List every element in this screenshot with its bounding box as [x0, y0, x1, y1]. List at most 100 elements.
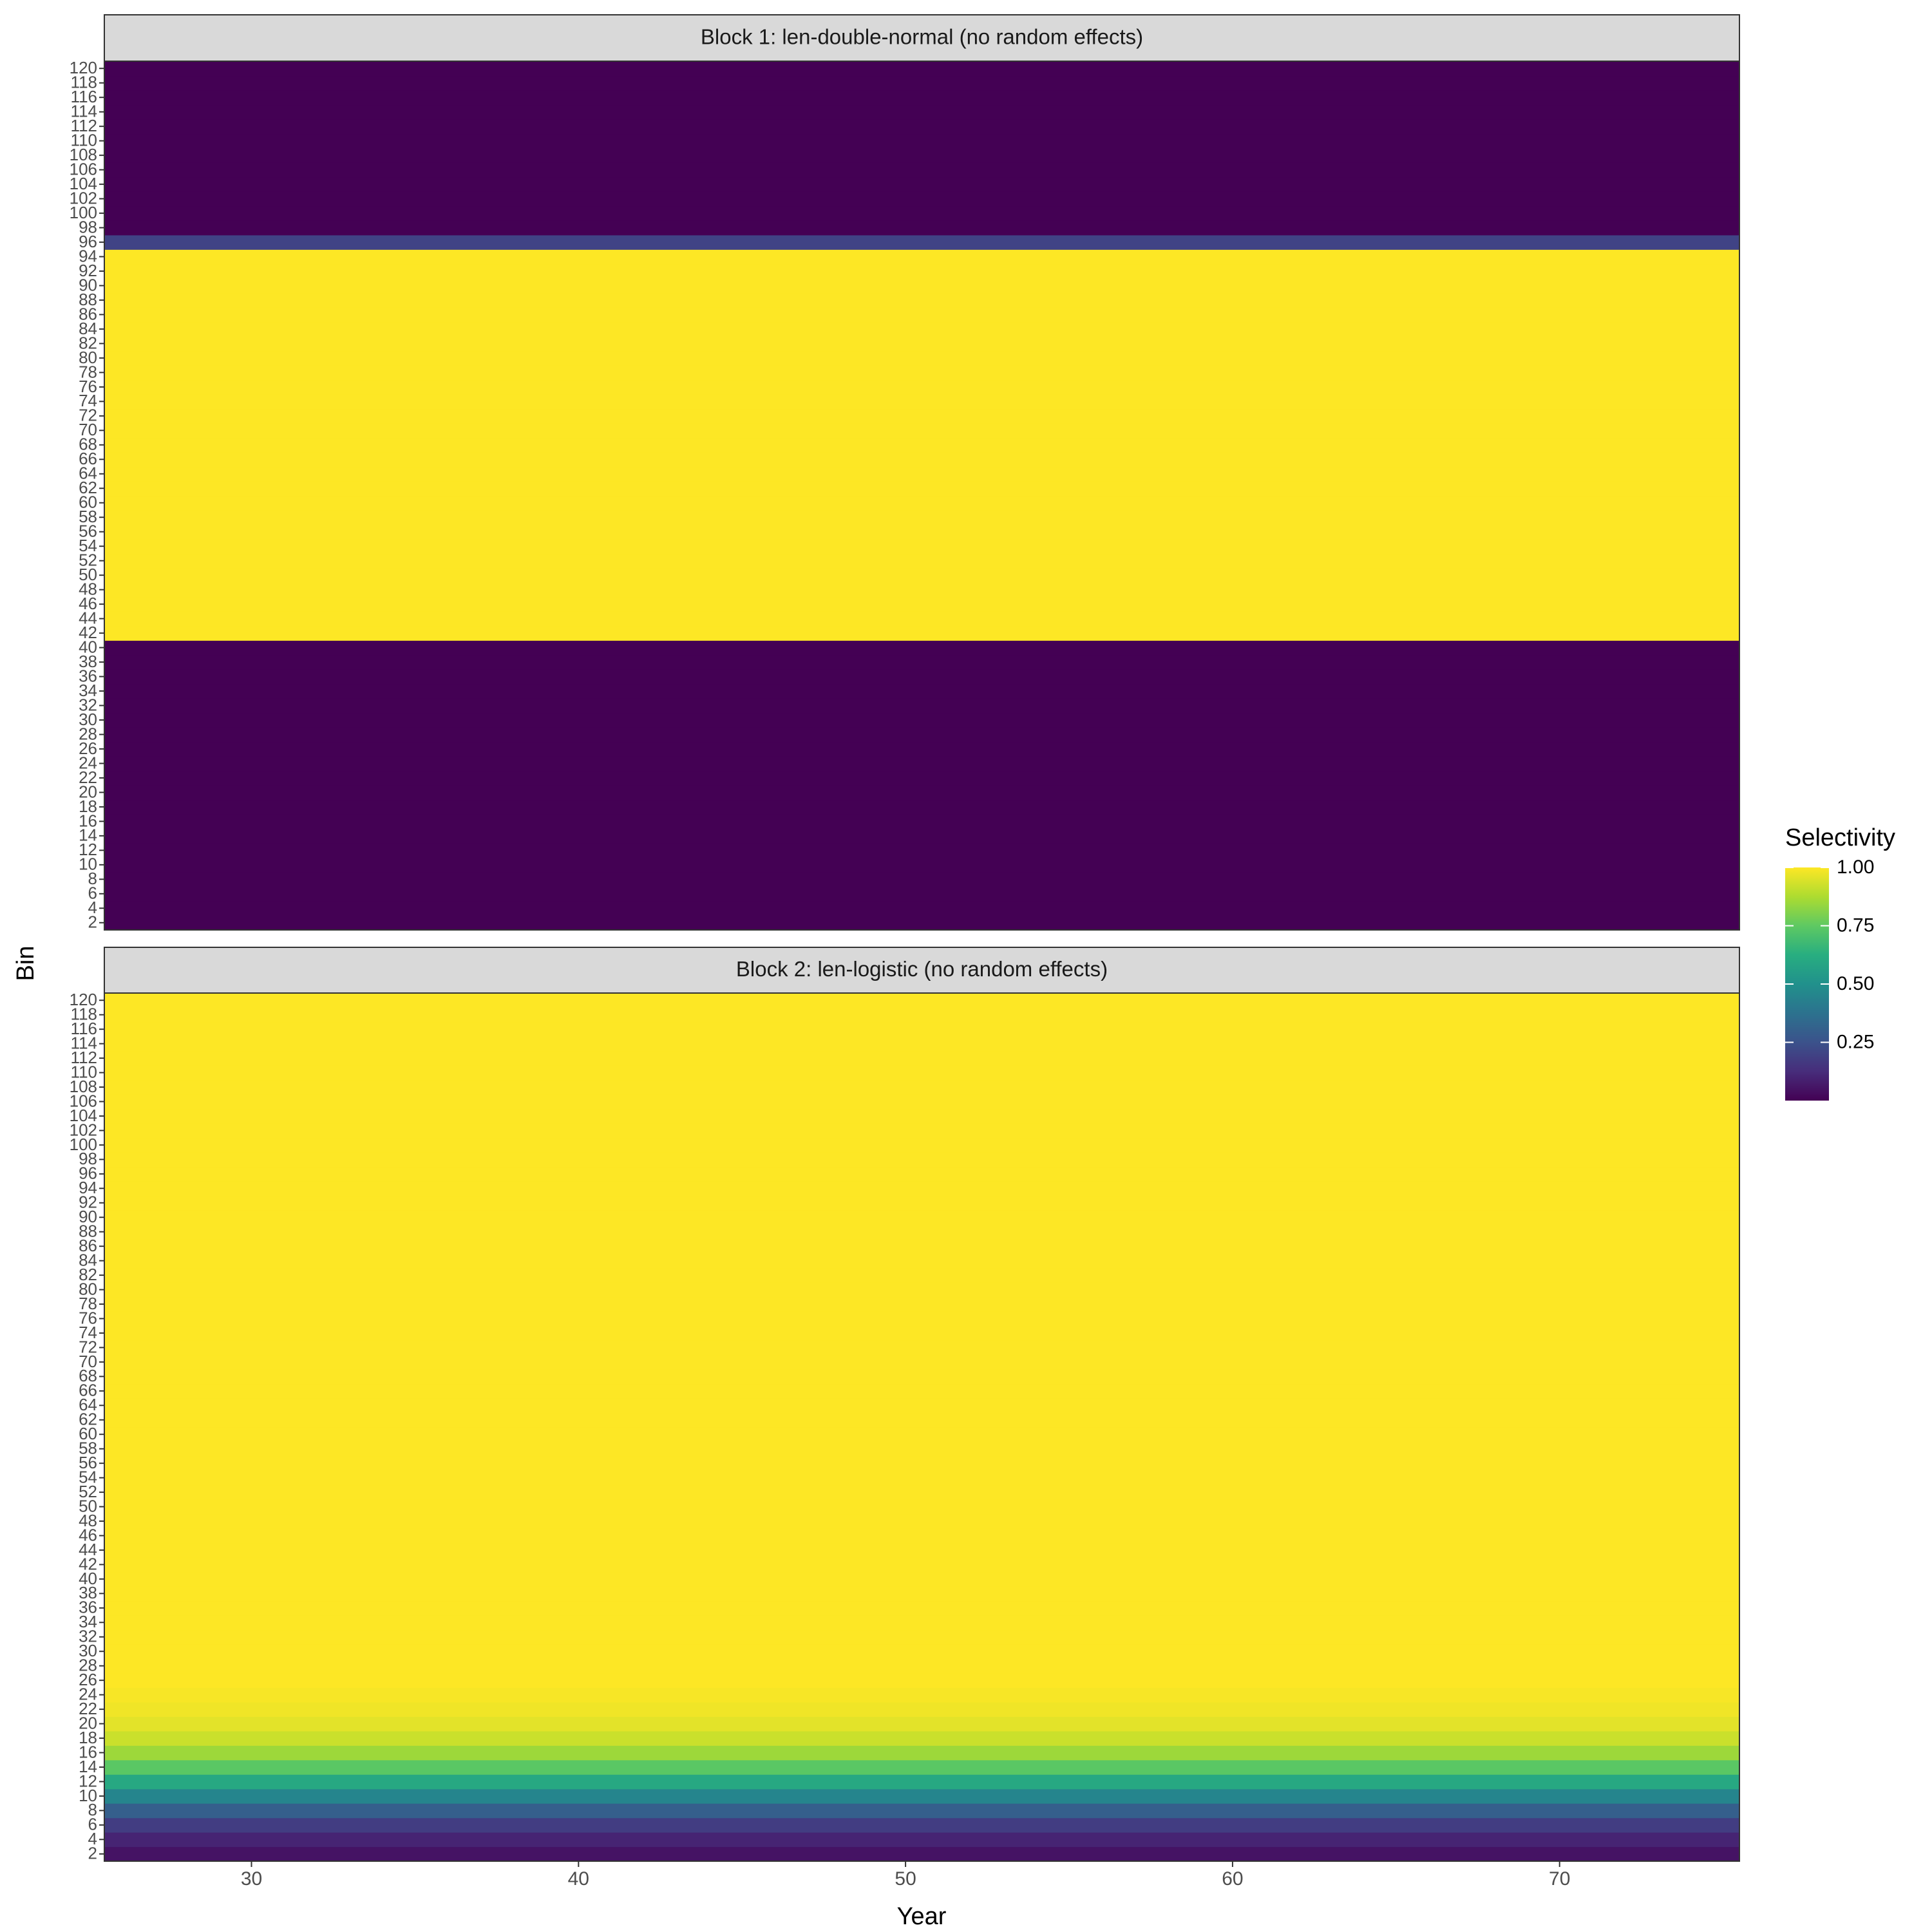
- y-tick-label: 36: [79, 1598, 97, 1617]
- y-tick-label: 50: [79, 1496, 97, 1515]
- y-tick-label: 116: [71, 87, 97, 106]
- heat-cell: [104, 993, 1739, 1009]
- heat-cell: [104, 1383, 1739, 1399]
- y-tick-label: 6: [88, 884, 97, 903]
- y-tick-label: 38: [79, 1583, 97, 1602]
- strip-background: [104, 14, 1740, 62]
- y-tick-label: 32: [79, 695, 97, 714]
- y-tick-label: 86: [79, 304, 97, 323]
- heat-cell: [104, 1803, 1739, 1819]
- y-tick-label: 110: [71, 131, 97, 150]
- y-tick-label: 44: [79, 608, 97, 627]
- heat-cell: [104, 75, 1739, 91]
- y-tick-label: 20: [79, 782, 97, 801]
- heat-cell: [104, 1007, 1739, 1023]
- heat-cell: [104, 1166, 1739, 1182]
- heat-cell: [104, 394, 1739, 410]
- y-tick-label: 16: [79, 1742, 97, 1761]
- heat-cell: [104, 1065, 1739, 1081]
- heat-cell: [104, 1687, 1739, 1703]
- heat-cell: [104, 350, 1739, 366]
- heat-cell: [104, 1499, 1739, 1515]
- x-tick-label: 70: [1549, 1868, 1570, 1889]
- heat-cell: [104, 1571, 1739, 1587]
- y-tick-label: 84: [79, 1251, 97, 1270]
- heat-cell: [104, 408, 1739, 424]
- strip-background: [104, 947, 1740, 994]
- y-tick-label: 10: [79, 855, 97, 874]
- y-tick-label: 20: [79, 1713, 97, 1732]
- y-tick-label: 12: [79, 1771, 97, 1790]
- heat-cell: [104, 611, 1739, 627]
- heat-cell: [104, 1513, 1739, 1529]
- heat-cell: [104, 1644, 1739, 1660]
- y-tick-label: 54: [79, 536, 97, 555]
- y-tick-label: 78: [79, 1294, 97, 1313]
- y-tick-label: 90: [79, 275, 97, 294]
- y-tick-label: 106: [70, 1091, 97, 1110]
- y-tick-label: 110: [71, 1062, 97, 1081]
- y-tick-label: 52: [79, 1482, 97, 1501]
- heat-cell: [104, 176, 1739, 192]
- y-tick-label: 62: [79, 1410, 97, 1429]
- heat-cell: [104, 654, 1739, 670]
- y-tick-label: 96: [79, 1164, 97, 1183]
- heat-cell: [104, 1716, 1739, 1732]
- heat-cell: [104, 249, 1739, 265]
- heat-cell: [104, 1354, 1739, 1370]
- y-tick-label: 58: [79, 507, 97, 526]
- heat-cell: [104, 582, 1739, 598]
- heat-cell: [104, 162, 1739, 178]
- y-tick-label: 52: [79, 551, 97, 570]
- y-tick-label: 18: [79, 1728, 97, 1747]
- heat-cell: [104, 727, 1739, 743]
- heat-cell: [104, 785, 1739, 800]
- heat-cell: [104, 234, 1739, 250]
- y-tick-label: 80: [79, 1279, 97, 1298]
- y-tick-label: 102: [70, 1120, 97, 1139]
- y-tick-label: 84: [79, 319, 97, 338]
- heat-cell: [104, 509, 1739, 526]
- y-tick-label: 82: [79, 1265, 97, 1284]
- heat-cell: [104, 118, 1739, 135]
- y-tick-label: 16: [79, 811, 97, 830]
- heat-cell: [104, 1557, 1739, 1573]
- x-tick-label: 50: [895, 1868, 916, 1889]
- y-tick-label: 46: [79, 1525, 97, 1544]
- y-tick-label: 80: [79, 348, 97, 367]
- heat-cell: [104, 538, 1739, 554]
- y-tick-label: 66: [79, 449, 97, 468]
- heat-cell: [104, 1542, 1739, 1558]
- x-tick-label: 60: [1222, 1868, 1243, 1889]
- y-tick-label: 42: [79, 1554, 97, 1573]
- heat-cell: [104, 336, 1739, 352]
- heat-cell: [104, 1412, 1739, 1428]
- heat-cell: [104, 263, 1739, 279]
- y-tick-label: 66: [79, 1381, 97, 1400]
- y-tick-label: 34: [79, 681, 97, 700]
- legend-title: Selectivity: [1785, 824, 1895, 851]
- y-tick-label: 112: [71, 1048, 97, 1067]
- legend-tick-label: 0.75: [1837, 914, 1874, 936]
- heat-cell: [104, 1224, 1739, 1240]
- strip-title: Block 1: len-double-normal (no random ef…: [701, 25, 1143, 49]
- y-tick-label: 96: [79, 232, 97, 251]
- y-tick-label: 54: [79, 1468, 97, 1487]
- y-tick-label: 22: [79, 1699, 97, 1718]
- y-tick-label: 68: [79, 435, 97, 454]
- heat-cell: [104, 1600, 1739, 1616]
- heat-cell: [104, 640, 1739, 656]
- heat-cell: [104, 437, 1739, 453]
- heat-cell: [104, 1759, 1739, 1775]
- y-tick-label: 8: [88, 869, 97, 888]
- heat-cell: [104, 669, 1739, 685]
- heat-cell: [104, 770, 1739, 786]
- y-tick-label: 48: [79, 1511, 97, 1530]
- heat-cell: [104, 278, 1739, 294]
- heat-cell: [104, 524, 1739, 540]
- heat-cell: [104, 1629, 1739, 1645]
- heat-cell: [104, 321, 1739, 337]
- heat-cell: [104, 1484, 1739, 1500]
- heat-cell: [104, 191, 1739, 207]
- heat-cell: [104, 90, 1739, 106]
